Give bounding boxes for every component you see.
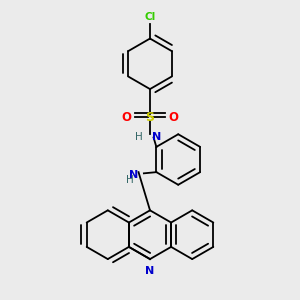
Text: O: O	[168, 111, 178, 124]
Text: H: H	[135, 132, 142, 142]
Text: Cl: Cl	[144, 12, 156, 22]
Text: N: N	[129, 170, 139, 180]
Text: O: O	[122, 111, 132, 124]
Text: S: S	[146, 111, 154, 124]
Text: H: H	[126, 176, 134, 185]
Text: N: N	[146, 266, 154, 276]
Text: N: N	[152, 132, 161, 142]
